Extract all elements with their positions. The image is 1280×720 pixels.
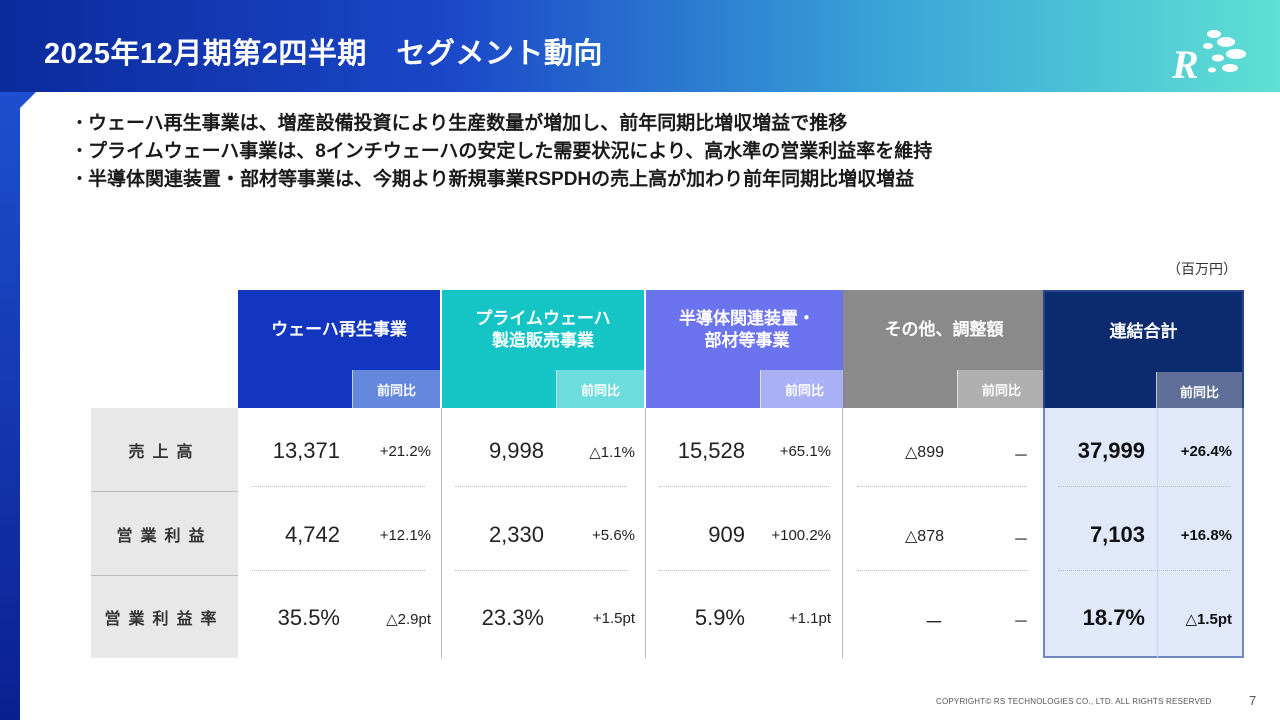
row-label-sales: 売上高 <box>91 408 238 492</box>
value-cell: 5.9% <box>694 605 745 630</box>
yoy-cell: △1.1% <box>589 444 635 461</box>
value-cell: △878 <box>905 528 944 545</box>
bullet-marker: ・ <box>70 169 90 190</box>
segment-name: 連結合計 <box>1109 322 1178 341</box>
yoy-header: 前同比 <box>760 370 848 408</box>
row-divider <box>1058 486 1230 487</box>
unit-label: （百万円） <box>1167 261 1237 277</box>
row-divider <box>252 486 425 487</box>
consolidated-column <box>1043 408 1244 658</box>
value-cell: 909 <box>708 522 745 547</box>
consolidated-value: 7,103 <box>1089 522 1145 547</box>
consolidated-divider <box>1157 408 1158 658</box>
value-cell: 13,371 <box>272 438 340 463</box>
row-divider <box>857 486 1027 487</box>
row-divider <box>1058 570 1230 571</box>
svg-text:R: R <box>1171 42 1199 84</box>
summary-bullets: ・ウェーハ再生事業は、増産設備投資により生産数量が増加し、前年同期比増収増益で推… <box>70 110 932 194</box>
header-prime-wafer: プライムウェーハ 製造販売事業 前同比 <box>442 290 644 408</box>
yoy-cell: － <box>1012 614 1029 631</box>
row-divider <box>455 570 627 571</box>
header-wafer-reclaim: ウェーハ再生事業 前同比 <box>238 290 440 408</box>
column-divider <box>842 408 843 658</box>
yoy-cell: +21.2% <box>379 443 431 460</box>
yoy-cell: － <box>1012 448 1029 465</box>
value-cell: 9,998 <box>488 438 544 463</box>
yoy-cell: +100.2% <box>771 527 831 544</box>
row-divider <box>252 570 425 571</box>
row-label-operating-margin: 営業利益率 <box>91 576 238 658</box>
value-cell: 23.3% <box>481 605 544 630</box>
column-divider <box>645 408 646 658</box>
row-divider <box>659 486 829 487</box>
consolidated-yoy: +26.4% <box>1180 443 1232 460</box>
slide-title: 2025年12月期第2四半期 セグメント動向 <box>44 38 603 70</box>
segment-name: その他、調整額 <box>884 320 1004 339</box>
yoy-cell: +5.6% <box>592 527 635 544</box>
yoy-cell: +1.1pt <box>788 610 831 627</box>
consolidated-value: 18.7% <box>1082 605 1145 630</box>
value-cell: 2,330 <box>488 522 544 547</box>
segment-name: ウェーハ再生事業 <box>271 320 407 339</box>
bullet-marker: ・ <box>70 113 90 134</box>
page-number: 7 <box>1249 693 1257 708</box>
value-cell: △899 <box>905 444 944 461</box>
segment-name: プライムウェーハ 製造販売事業 <box>475 309 611 350</box>
yoy-header: 前同比 <box>957 370 1045 408</box>
header-semiconductor: 半導体関連装置・ 部材等事業 前同比 <box>646 290 848 408</box>
side-accent-strip <box>0 92 20 720</box>
column-divider <box>441 408 442 658</box>
header-consolidated: 連結合計 前同比 <box>1043 290 1244 410</box>
bullet-item: ・ウェーハ再生事業は、増産設備投資により生産数量が増加し、前年同期比増収増益で推… <box>70 110 932 138</box>
yoy-cell: － <box>1012 532 1029 549</box>
row-divider <box>455 486 627 487</box>
yoy-header: 前同比 <box>556 370 644 408</box>
yoy-cell: +1.5pt <box>592 610 635 627</box>
consolidated-yoy: +16.8% <box>1180 527 1232 544</box>
yoy-header: 前同比 <box>1156 372 1242 410</box>
bullet-marker: ・ <box>70 141 90 162</box>
row-divider <box>659 570 829 571</box>
copyright-footer: COPYRIGHT© RS TECHNOLOGIES CO., LTD. ALL… <box>936 697 1212 706</box>
yoy-cell: △2.9pt <box>386 611 431 628</box>
consolidated-value: 37,999 <box>1077 438 1145 463</box>
yoy-cell: +65.1% <box>779 443 831 460</box>
yoy-cell: +12.1% <box>379 527 431 544</box>
value-cell: － <box>924 612 944 634</box>
consolidated-yoy: △1.5pt <box>1185 611 1232 628</box>
header-other: その他、調整額 前同比 <box>843 290 1045 408</box>
value-cell: 15,528 <box>677 438 745 463</box>
banner-corner <box>20 92 36 108</box>
bullet-item: ・プライムウェーハ事業は、8インチウェーハの安定した需要状況により、高水準の営業… <box>70 138 932 166</box>
value-cell: 4,742 <box>284 522 340 547</box>
rs-technologies-logo-icon: R <box>1171 30 1246 84</box>
segment-name: 半導体関連装置・ 部材等事業 <box>679 309 815 350</box>
bullet-item: ・半導体関連装置・部材等事業は、今期より新規事業RSPDHの売上高が加わり前年同… <box>70 166 932 194</box>
title-banner <box>0 0 1280 92</box>
value-cell: 35.5% <box>277 605 340 630</box>
row-label-operating-profit: 営業利益 <box>91 492 238 576</box>
yoy-header: 前同比 <box>352 370 440 408</box>
row-divider <box>857 570 1027 571</box>
